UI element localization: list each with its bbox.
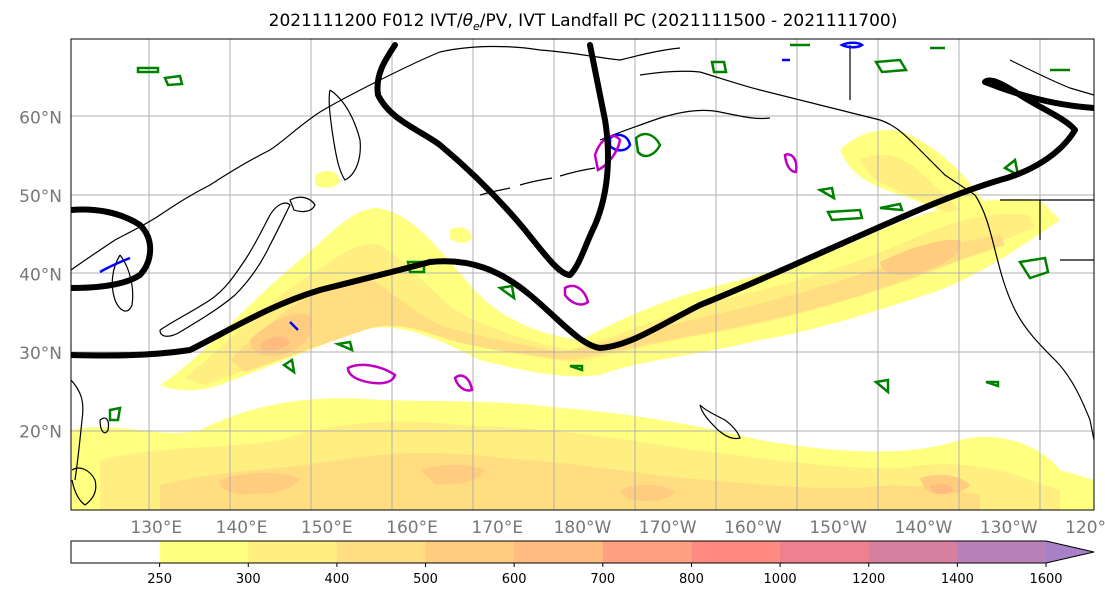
pv-contours-blue bbox=[99, 41, 865, 331]
colorbar-tick-label: 800 bbox=[679, 572, 704, 587]
longitude-labels: 130°E 140°E 150°E 160°E 170°E 180°W 170°W 160°W… bbox=[130, 518, 1105, 538]
pv-contours-magenta bbox=[346, 134, 798, 392]
colorbar-extend-arrow bbox=[1046, 541, 1094, 563]
colorbar-segment bbox=[602, 541, 692, 563]
title-theta-sub: e bbox=[473, 20, 480, 33]
colorbar-segment bbox=[691, 541, 781, 563]
lon-tick-label: 140°W bbox=[895, 518, 953, 538]
colorbar-tick-label: 250 bbox=[147, 572, 172, 587]
latitude-labels: 20°N 30°N 40°N 50°N 60°N bbox=[19, 109, 62, 443]
colorbar-tick-label: 300 bbox=[236, 572, 261, 587]
lon-tick-label: 130°E bbox=[130, 518, 182, 538]
lon-tick-label: 120°W bbox=[1065, 518, 1105, 538]
ivt-colorbar: 250 300 400 500 600 700 800 1000 1200 1400 1600 bbox=[70, 540, 1095, 587]
lon-tick-label: 170°E bbox=[471, 518, 523, 538]
colorbar-tick-label: 500 bbox=[413, 572, 438, 587]
title-prefix: 2021111200 F012 IVT/ bbox=[269, 11, 463, 31]
lon-tick-label: 150°W bbox=[809, 518, 867, 538]
title-suffix: /PV, IVT Landfall PC (2021111500 - 20211… bbox=[480, 11, 898, 31]
colorbar-tick-label: 1200 bbox=[852, 572, 885, 587]
lat-tick-label: 50°N bbox=[19, 187, 62, 207]
lon-tick-label: 140°E bbox=[216, 518, 268, 538]
theta-e-contours bbox=[71, 42, 1094, 359]
colorbar-segment bbox=[71, 541, 161, 563]
pv-contours-green bbox=[108, 43, 1070, 422]
colorbar-segment bbox=[780, 541, 870, 563]
lat-tick-label: 40°N bbox=[19, 266, 62, 286]
colorbar-tick-label: 1400 bbox=[941, 572, 974, 587]
colorbar-tick-label: 600 bbox=[502, 572, 527, 587]
colorbar-segment bbox=[868, 541, 958, 563]
title-theta: θ bbox=[463, 11, 474, 31]
colorbar-segment bbox=[514, 541, 604, 563]
lon-tick-label: 170°W bbox=[639, 518, 697, 538]
ivt-shading bbox=[71, 130, 1094, 510]
figure-title: 2021111200 F012 IVT/θe/PV, IVT Landfall … bbox=[269, 11, 898, 33]
colorbar-segment bbox=[159, 541, 249, 563]
colorbar-tick-label: 400 bbox=[324, 572, 349, 587]
lat-tick-label: 20°N bbox=[19, 423, 62, 443]
coastlines bbox=[71, 45, 1094, 506]
map-gridlines bbox=[71, 39, 1094, 510]
lat-tick-label: 30°N bbox=[19, 344, 62, 364]
map-frame bbox=[70, 38, 1095, 511]
lon-tick-label: 180°W bbox=[554, 518, 612, 538]
colorbar-tick-label: 1600 bbox=[1029, 572, 1062, 587]
colorbar-segment bbox=[425, 541, 515, 563]
colorbar-tick-label: 1000 bbox=[764, 572, 797, 587]
colorbar-segment bbox=[336, 541, 427, 563]
colorbar-outline bbox=[70, 540, 1095, 564]
lat-tick-label: 60°N bbox=[19, 109, 62, 129]
colorbar-tick-label: 700 bbox=[590, 572, 615, 587]
lon-tick-label: 160°W bbox=[724, 518, 782, 538]
lon-tick-label: 160°E bbox=[386, 518, 438, 538]
lon-tick-label: 130°W bbox=[980, 518, 1038, 538]
map-panel bbox=[71, 39, 1094, 510]
colorbar-segment bbox=[957, 541, 1047, 563]
lon-tick-label: 150°E bbox=[301, 518, 353, 538]
colorbar-segment bbox=[248, 541, 338, 563]
